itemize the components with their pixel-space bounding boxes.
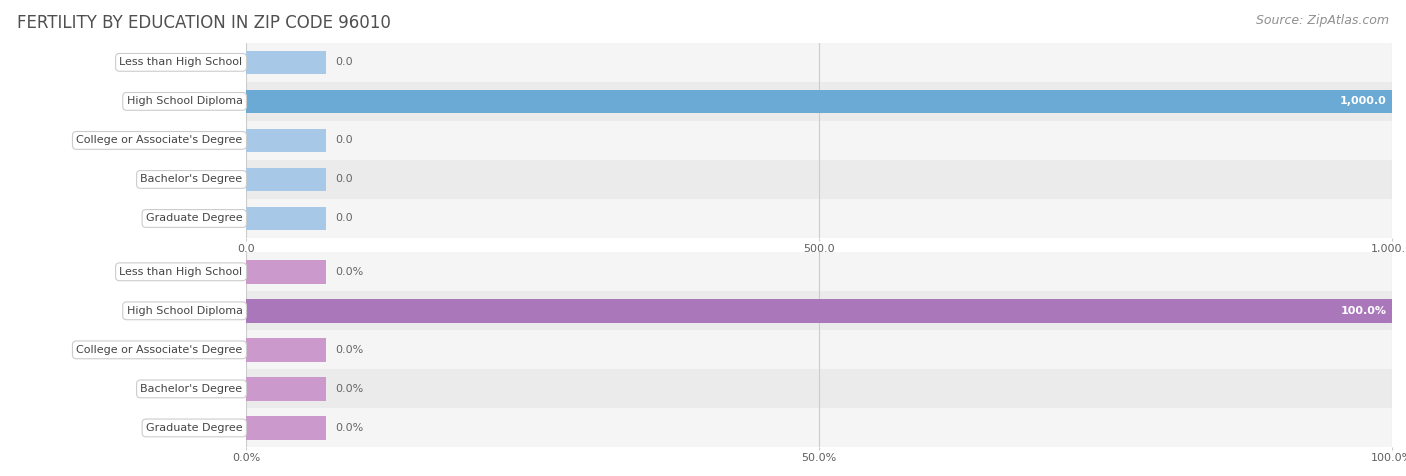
Text: 0.0%: 0.0% <box>336 267 364 277</box>
Bar <box>246 207 326 230</box>
Bar <box>246 82 1392 121</box>
Text: High School Diploma: High School Diploma <box>127 306 243 316</box>
Bar <box>246 369 1392 408</box>
Bar <box>246 330 1392 369</box>
Bar <box>246 160 1392 199</box>
Text: 1,000.0: 1,000.0 <box>1340 96 1386 107</box>
Text: 0.0: 0.0 <box>336 213 353 224</box>
Bar <box>246 260 326 284</box>
Bar <box>246 50 326 74</box>
Bar <box>246 252 1392 291</box>
Text: 100.0%: 100.0% <box>1340 306 1386 316</box>
Bar <box>246 338 326 362</box>
Text: College or Associate's Degree: College or Associate's Degree <box>76 345 243 355</box>
Text: 0.0%: 0.0% <box>336 345 364 355</box>
Bar <box>246 168 326 191</box>
Bar <box>246 299 1392 323</box>
Bar <box>246 408 1392 447</box>
Bar <box>246 121 1392 160</box>
Bar <box>246 43 1392 82</box>
Text: Graduate Degree: Graduate Degree <box>146 423 243 433</box>
Text: Less than High School: Less than High School <box>120 57 243 68</box>
Text: 0.0: 0.0 <box>336 135 353 146</box>
Bar <box>246 291 1392 330</box>
Text: FERTILITY BY EDUCATION IN ZIP CODE 96010: FERTILITY BY EDUCATION IN ZIP CODE 96010 <box>17 14 391 32</box>
Text: Source: ZipAtlas.com: Source: ZipAtlas.com <box>1256 14 1389 27</box>
Text: Bachelor's Degree: Bachelor's Degree <box>141 384 243 394</box>
Text: Less than High School: Less than High School <box>120 267 243 277</box>
Text: High School Diploma: High School Diploma <box>127 96 243 107</box>
Text: 0.0%: 0.0% <box>336 423 364 433</box>
Text: 0.0: 0.0 <box>336 57 353 68</box>
Text: Bachelor's Degree: Bachelor's Degree <box>141 174 243 185</box>
Text: 0.0%: 0.0% <box>336 384 364 394</box>
Bar <box>246 377 326 401</box>
Bar <box>246 89 1392 113</box>
Text: Graduate Degree: Graduate Degree <box>146 213 243 224</box>
Text: College or Associate's Degree: College or Associate's Degree <box>76 135 243 146</box>
Text: 0.0: 0.0 <box>336 174 353 185</box>
Bar <box>246 416 326 440</box>
Bar <box>246 199 1392 238</box>
Bar <box>246 129 326 152</box>
